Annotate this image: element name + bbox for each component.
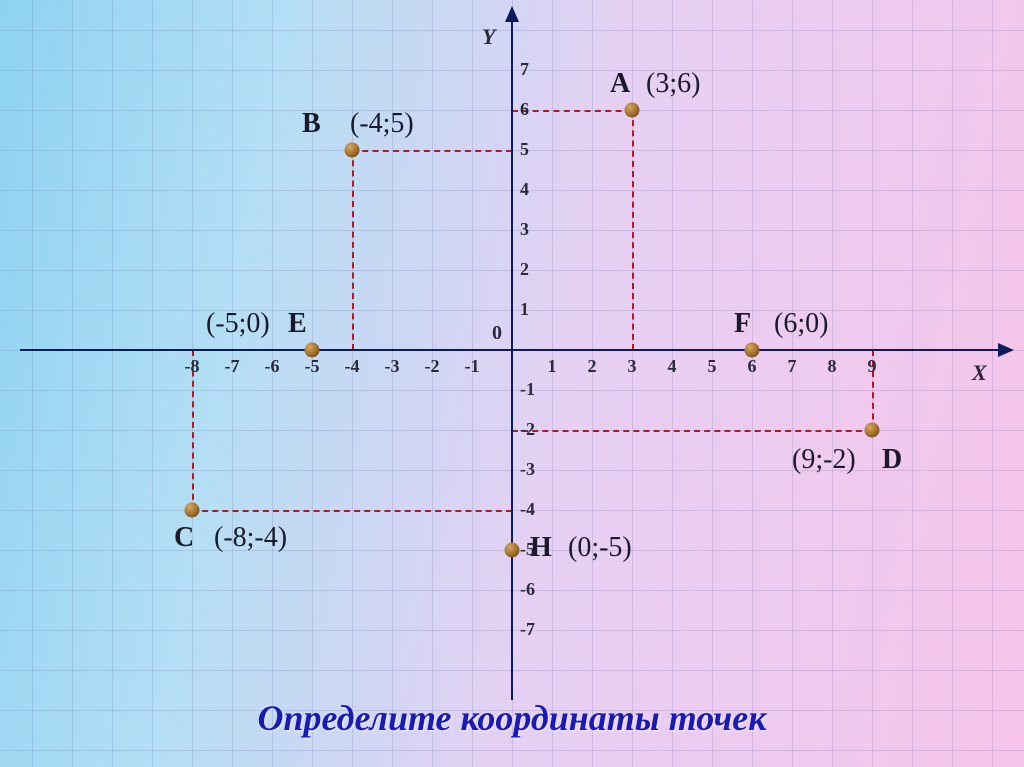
x-tick: 1	[538, 356, 566, 377]
point-e	[305, 343, 320, 358]
x-tick: 2	[578, 356, 606, 377]
y-tick: 3	[520, 219, 550, 240]
x-tick: 5	[698, 356, 726, 377]
x-tick: -6	[258, 356, 286, 377]
x-tick: -5	[298, 356, 326, 377]
x-tick: 8	[818, 356, 846, 377]
point-label-c: C	[174, 522, 194, 554]
x-tick: -7	[218, 356, 246, 377]
point-label-f: F	[734, 308, 751, 340]
y-tick: 4	[520, 179, 550, 200]
point-coords-c: (-8;-4)	[214, 522, 287, 554]
y-tick: 6	[520, 99, 550, 120]
y-axis-arrow-icon	[505, 6, 519, 22]
x-tick: 7	[778, 356, 806, 377]
y-tick: -3	[520, 459, 550, 480]
y-tick: 2	[520, 259, 550, 280]
coordinate-plane: -8-7-6-5-4-3-2-1123456789-7-6-5-4-3-2-11…	[0, 0, 1024, 767]
point-coords-a: (3;6)	[646, 68, 700, 100]
x-tick: -2	[418, 356, 446, 377]
x-tick: -3	[378, 356, 406, 377]
x-tick: 3	[618, 356, 646, 377]
y-tick: -7	[520, 619, 550, 640]
x-tick: 4	[658, 356, 686, 377]
y-axis-label: Y	[482, 24, 495, 50]
x-tick: -8	[178, 356, 206, 377]
point-label-d: D	[882, 444, 902, 476]
x-axis-label: X	[972, 360, 987, 386]
y-tick: -6	[520, 579, 550, 600]
point-c	[185, 503, 200, 518]
y-axis	[511, 20, 513, 700]
y-tick: -2	[520, 419, 550, 440]
point-label-h: H	[530, 532, 552, 564]
point-b	[345, 143, 360, 158]
x-tick: -1	[458, 356, 486, 377]
x-tick: -4	[338, 356, 366, 377]
y-tick: -4	[520, 499, 550, 520]
point-label-e: E	[288, 308, 307, 340]
point-d	[865, 423, 880, 438]
x-axis-arrow-icon	[998, 343, 1014, 357]
x-tick: 6	[738, 356, 766, 377]
origin-label: 0	[492, 322, 502, 345]
point-coords-f: (6;0)	[774, 308, 828, 340]
y-tick: 1	[520, 299, 550, 320]
point-coords-e: (-5;0)	[206, 308, 270, 340]
point-coords-b: (-4;5)	[350, 108, 414, 140]
point-f	[745, 343, 760, 358]
y-tick: -1	[520, 379, 550, 400]
point-coords-h: (0;-5)	[568, 532, 632, 564]
x-axis	[20, 349, 1000, 351]
point-a	[625, 103, 640, 118]
point-label-a: A	[610, 68, 630, 100]
y-tick: 7	[520, 59, 550, 80]
y-tick: 5	[520, 139, 550, 160]
point-label-b: B	[302, 108, 321, 140]
x-tick: 9	[858, 356, 886, 377]
point-coords-d: (9;-2)	[792, 444, 856, 476]
point-h	[505, 543, 520, 558]
chart-title: Определите координаты точек	[0, 697, 1024, 739]
